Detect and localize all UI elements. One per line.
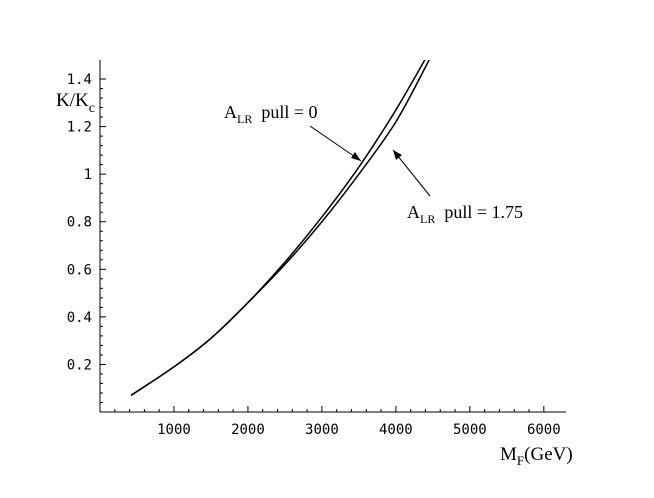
x-tick-label: 6000 bbox=[527, 422, 561, 438]
annotation-pull-0-arrow-head bbox=[351, 152, 361, 161]
x-tick-label: 3000 bbox=[305, 422, 339, 438]
y-tick-label: 0.8 bbox=[67, 215, 92, 231]
x-tick-label: 2000 bbox=[231, 422, 265, 438]
x-ticks: 1000 2000 3000 4000 5000 6000 bbox=[114, 406, 561, 438]
y-tick-label: 1.2 bbox=[67, 120, 92, 136]
annotation-pull-175-arrow-head bbox=[393, 150, 402, 160]
y-tick-label: 1 bbox=[84, 167, 92, 183]
y-tick-label: 0.6 bbox=[67, 262, 92, 278]
annotation-pull-175-rest: pull = 1.75 bbox=[435, 202, 523, 222]
annotation-pull-175-arrow-line bbox=[392, 149, 431, 197]
annotation-pull-175-sub: LR bbox=[420, 212, 435, 226]
y-ticks: 0.2 0.4 0.6 0.8 1 1.2 1.4 bbox=[67, 72, 106, 403]
series-line-pull-1-75 bbox=[130, 60, 430, 396]
y-axis-label-sub: c bbox=[89, 101, 95, 116]
series-line-pull-0 bbox=[130, 60, 426, 396]
y-tick-label: 1.4 bbox=[67, 72, 92, 88]
y-axis: 0.2 0.4 0.6 0.8 1 1.2 1.4 bbox=[67, 60, 106, 412]
annotation-pull-0-label: ALR pull = 0 bbox=[224, 102, 318, 126]
annotation-pull-175-label: ALR pull = 1.75 bbox=[407, 202, 523, 226]
y-axis-label-main: K/K bbox=[56, 90, 89, 111]
x-tick-label: 4000 bbox=[379, 422, 413, 438]
annotation-pull-0-rest: pull = 0 bbox=[252, 102, 317, 122]
x-tick-label: 1000 bbox=[157, 422, 191, 438]
annotation-pull-175-main: A bbox=[407, 202, 420, 222]
series-layer bbox=[130, 60, 430, 396]
annotation-pull-0-arrow-line bbox=[309, 125, 362, 162]
x-axis-label-main: M bbox=[500, 444, 517, 465]
y-tick-label: 0.4 bbox=[67, 310, 92, 326]
y-tick-label: 0.2 bbox=[67, 357, 92, 373]
x-axis-label: MF(GeV) bbox=[500, 444, 573, 468]
x-axis-label-sub: F bbox=[517, 453, 524, 468]
x-tick-label: 5000 bbox=[453, 422, 487, 438]
x-axis-label-rest: (GeV) bbox=[524, 444, 573, 465]
x-axis: 1000 2000 3000 4000 5000 6000 bbox=[100, 406, 566, 438]
annotation-pull-0: ALR pull = 0 bbox=[224, 102, 362, 162]
y-axis-label: K/Kc bbox=[56, 90, 95, 116]
annotation-pull-175: ALR pull = 1.75 bbox=[392, 149, 523, 226]
annotation-pull-0-main: A bbox=[224, 102, 237, 122]
annotation-pull-0-sub: LR bbox=[237, 112, 252, 126]
